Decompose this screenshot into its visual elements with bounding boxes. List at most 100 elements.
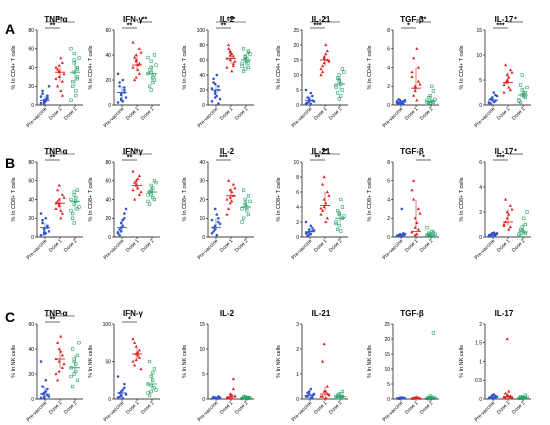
data-point-dose-2 — [75, 67, 79, 71]
data-point-dose-2 — [75, 77, 79, 81]
data-point-dose-2 — [71, 79, 75, 84]
x-tick-label: Pre-vaccine — [25, 400, 48, 423]
data-point-dose-1 — [507, 227, 511, 231]
y-tick-label: 6 — [387, 179, 390, 185]
data-point-dose-1 — [227, 178, 231, 182]
data-point-dose-2 — [74, 89, 78, 93]
x-tick-label: Pre-vaccine — [102, 400, 125, 423]
data-point-dose-1 — [59, 56, 63, 60]
data-point-dose-2 — [69, 47, 73, 51]
significance-label: ** — [50, 23, 56, 30]
x-tick-label: Dose 2 — [511, 106, 527, 122]
data-point-pre-vaccine — [116, 375, 120, 378]
data-point-dose-2 — [69, 374, 73, 379]
x-tick-label: Dose 1 — [48, 106, 64, 122]
x-tick-label: Dose 2 — [419, 238, 435, 254]
data-point-dose-1 — [225, 212, 229, 216]
data-point-dose-1 — [136, 177, 140, 180]
x-tick-label: Dose 1 — [219, 238, 235, 254]
data-point-dose-1 — [508, 68, 512, 72]
data-point-dose-2 — [522, 397, 526, 401]
x-tick-label: Dose 1 — [404, 400, 420, 416]
data-point-dose-1 — [324, 201, 328, 205]
data-point-pre-vaccine — [41, 89, 44, 93]
data-point-dose-1 — [225, 197, 229, 201]
y-tick-label: 10 — [476, 53, 482, 59]
data-point-dose-2 — [520, 88, 524, 92]
data-point-dose-2 — [340, 67, 345, 71]
data-point-pre-vaccine — [495, 231, 499, 235]
data-point-pre-vaccine — [47, 230, 51, 233]
data-point-pre-vaccine — [118, 81, 121, 84]
data-point-dose-1 — [134, 344, 138, 348]
y-axis-label: % In CD4+ T cells — [88, 45, 94, 89]
data-point-dose-2 — [152, 78, 157, 82]
chart-A-3: IL-2 % In CD4+ T cells 0 20 40 60 80 100 Pre-vac… — [182, 15, 254, 129]
x-tick-label: Dose 1 — [404, 238, 420, 254]
x-tick-label: Dose 1 — [125, 106, 141, 122]
data-point-dose-1 — [508, 88, 512, 92]
y-axis-label: % In NK cells — [11, 345, 17, 378]
x-tick-label: Dose 1 — [404, 106, 420, 122]
data-point-pre-vaccine — [39, 360, 43, 363]
data-point-pre-vaccine — [397, 98, 400, 101]
data-point-dose-1 — [231, 387, 235, 391]
y-axis-label: % In CD8+ T cells — [367, 177, 373, 221]
data-point-dose-1 — [228, 195, 232, 199]
y-tick-label: 20 — [105, 78, 111, 84]
y-axis-label: % In NK cells — [459, 345, 465, 378]
data-point-dose-1 — [56, 340, 60, 344]
data-point-pre-vaccine — [218, 97, 222, 101]
data-point-dose-1 — [319, 67, 323, 71]
chart-A-2: IFN-γ % In CD4+ T cells 0 20 40 60 Pre-vaccine… — [88, 15, 160, 129]
data-point-dose-1 — [416, 227, 420, 231]
y-tick-label: 2 — [479, 322, 482, 328]
x-tick-label: Dose 2 — [63, 106, 79, 122]
data-point-dose-1 — [54, 207, 58, 210]
data-point-pre-vaccine — [123, 386, 126, 390]
data-point-dose-1 — [137, 71, 141, 75]
data-point-dose-2 — [69, 98, 73, 102]
data-point-dose-1 — [507, 389, 511, 393]
chart-title: IL-17 — [495, 309, 514, 318]
data-point-dose-1 — [133, 197, 137, 201]
data-point-dose-1 — [60, 61, 64, 64]
y-tick-label: 80 — [105, 160, 111, 166]
data-point-dose-1 — [231, 377, 235, 381]
data-point-pre-vaccine — [306, 395, 309, 398]
data-point-pre-vaccine — [41, 221, 44, 225]
data-point-dose-2 — [243, 197, 247, 202]
data-point-dose-2 — [151, 186, 155, 190]
data-point-dose-2 — [72, 51, 76, 56]
data-point-dose-2 — [151, 75, 155, 80]
data-point-dose-2 — [335, 91, 340, 95]
data-point-pre-vaccine — [309, 387, 313, 391]
data-point-dose-2 — [520, 225, 524, 229]
data-point-dose-1 — [410, 75, 414, 78]
data-point-dose-2 — [339, 94, 343, 98]
data-point-dose-2 — [71, 84, 75, 88]
data-point-dose-1 — [327, 393, 331, 397]
data-point-dose-1 — [137, 46, 141, 50]
y-tick-label: 60 — [199, 58, 205, 64]
x-tick-label: Dose 2 — [328, 106, 344, 122]
data-point-dose-2 — [152, 367, 157, 371]
data-point-dose-2 — [246, 49, 251, 53]
data-point-pre-vaccine — [124, 207, 128, 211]
data-point-pre-vaccine — [217, 102, 220, 105]
data-point-dose-1 — [321, 182, 325, 186]
data-point-dose-1 — [508, 225, 512, 229]
y-tick-label: 6 — [296, 190, 299, 196]
data-point-dose-1 — [231, 54, 235, 58]
data-point-dose-2 — [149, 183, 153, 188]
data-point-pre-vaccine — [210, 231, 214, 235]
significance-label: * — [422, 155, 425, 162]
data-point-dose-2 — [334, 221, 338, 226]
significance-label: ** — [221, 23, 227, 30]
data-point-dose-1 — [413, 216, 417, 220]
data-point-dose-2 — [71, 216, 75, 220]
data-point-dose-2 — [340, 389, 345, 394]
